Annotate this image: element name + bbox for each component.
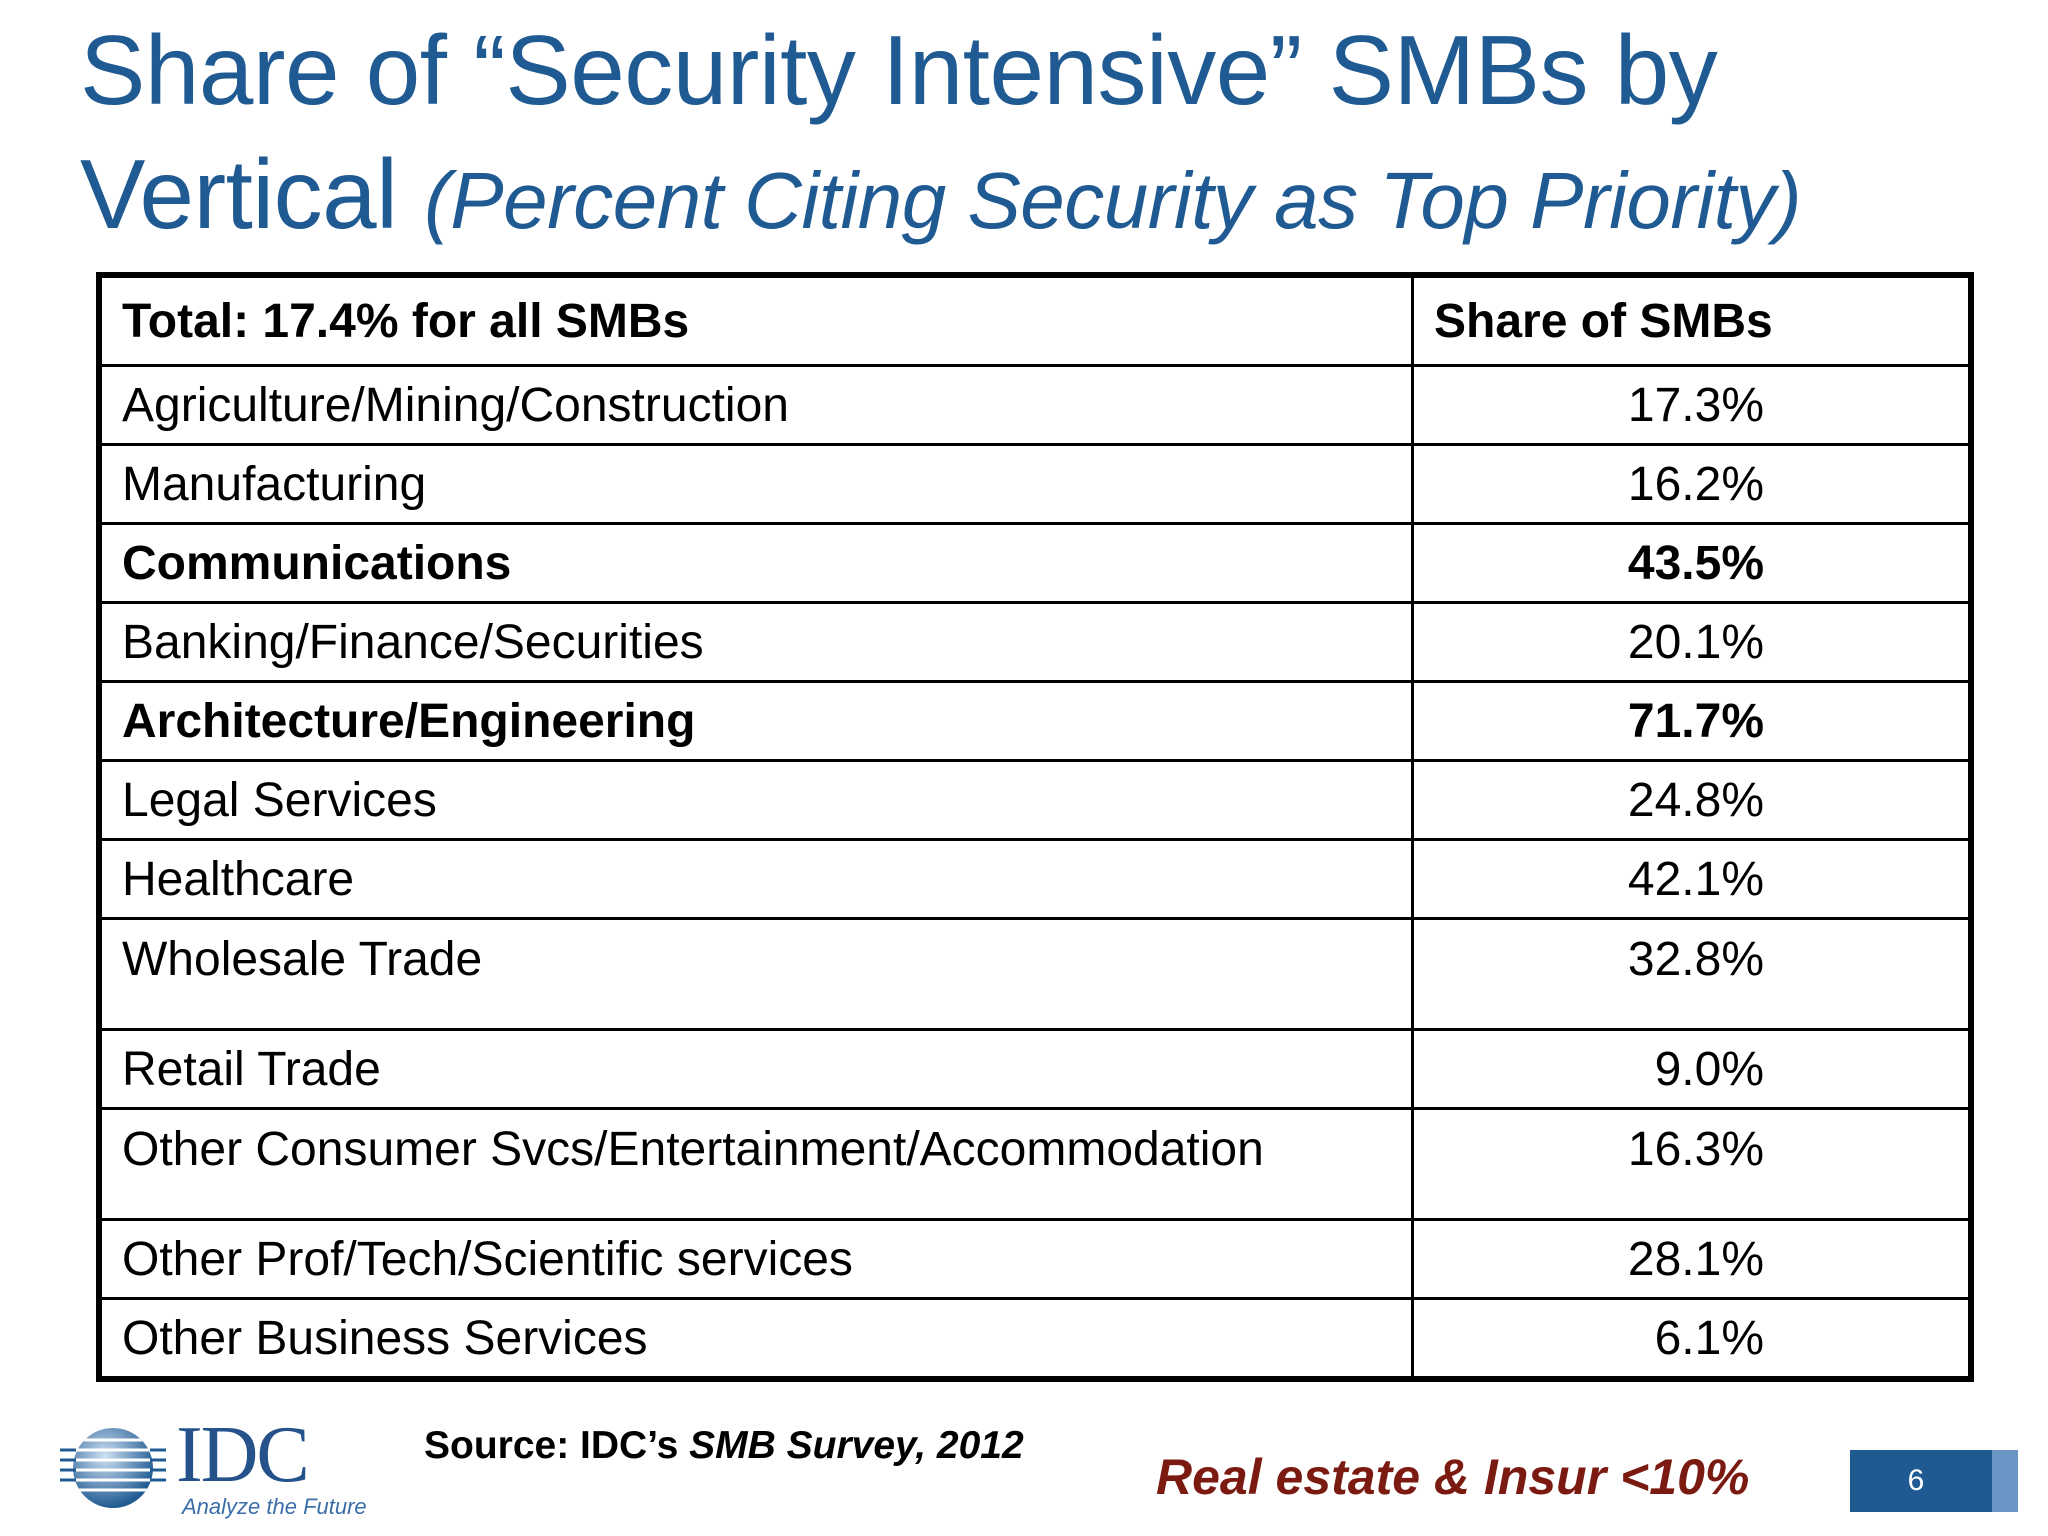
title-subtitle: (Percent Citing Security as Top Priority… [424,156,1802,245]
row-label: Banking/Finance/Securities [97,601,1414,683]
row-label: Other Consumer Svcs/Entertainment/Accomm… [97,1107,1414,1221]
source-prefix: Source: IDC’s [424,1424,690,1467]
header-total-label: Total: 17.4% for all SMBs [97,273,1414,367]
table-row: Communications 43.5% [97,522,1973,604]
table-row: Banking/Finance/Securities 20.1% [97,601,1973,683]
row-label: Other Business Services [97,1297,1414,1381]
logo-wordmark: IDC [176,1411,310,1499]
table-row: Wholesale Trade 32.8% [97,917,1973,1031]
row-value: 16.2% [1411,443,1973,525]
table-row: Other Business Services 6.1% [97,1297,1973,1381]
page-number-badge: 6 [1850,1450,2018,1512]
row-value: 42.1% [1411,838,1973,920]
row-label: Architecture/Engineering [97,680,1414,762]
header-share-label: Share of SMBs [1411,273,1973,367]
row-value: 16.3% [1411,1107,1973,1221]
row-value: 9.0% [1411,1028,1973,1110]
table-row: Legal Services 24.8% [97,759,1973,841]
table-row: Manufacturing 16.2% [97,443,1973,525]
row-value: 6.1% [1411,1297,1973,1381]
security-share-table: Total: 17.4% for all SMBs Share of SMBs … [96,272,1974,1382]
row-value: 43.5% [1411,522,1973,604]
row-value: 24.8% [1411,759,1973,841]
row-label: Healthcare [97,838,1414,920]
source-title: SMB Survey, 2012 [689,1424,1024,1467]
row-value: 32.8% [1411,917,1973,1031]
page-badge-accent [1992,1450,2018,1512]
table-header-row: Total: 17.4% for all SMBs Share of SMBs [97,273,1973,367]
row-label: Other Prof/Tech/Scientific services [97,1218,1414,1300]
row-label: Legal Services [97,759,1414,841]
table-row: Retail Trade 9.0% [97,1028,1973,1110]
row-value: 20.1% [1411,601,1973,683]
row-label: Communications [97,522,1414,604]
slide-title: Share of “Security Intensive” SMBs by Ve… [80,8,2020,263]
row-label: Agriculture/Mining/Construction [97,364,1414,446]
row-label: Manufacturing [97,443,1414,525]
logo-tagline: Analyze the Future [182,1494,367,1519]
table-row: Other Consumer Svcs/Entertainment/Accomm… [97,1107,1973,1221]
row-label: Retail Trade [97,1028,1414,1110]
row-label: Wholesale Trade [97,917,1414,1031]
table-row: Other Prof/Tech/Scientific services 28.1… [97,1218,1973,1300]
real-estate-note: Real estate & Insur <10% [1156,1449,1750,1505]
globe-icon [60,1428,166,1508]
table-row: Agriculture/Mining/Construction 17.3% [97,364,1973,446]
table-row: Healthcare 42.1% [97,838,1973,920]
row-value: 17.3% [1411,364,1973,446]
row-value: 28.1% [1411,1218,1973,1300]
idc-logo: IDC Analyze the Future [58,1411,378,1519]
page-number: 6 [1907,1464,1925,1497]
table-row: Architecture/Engineering 71.7% [97,680,1973,762]
source-note: Source: IDC’s SMB Survey, 2012 [424,1424,1024,1468]
title-main: Share of “Security Intensive” SMBs by Ve… [80,15,1718,249]
row-value: 71.7% [1411,680,1973,762]
